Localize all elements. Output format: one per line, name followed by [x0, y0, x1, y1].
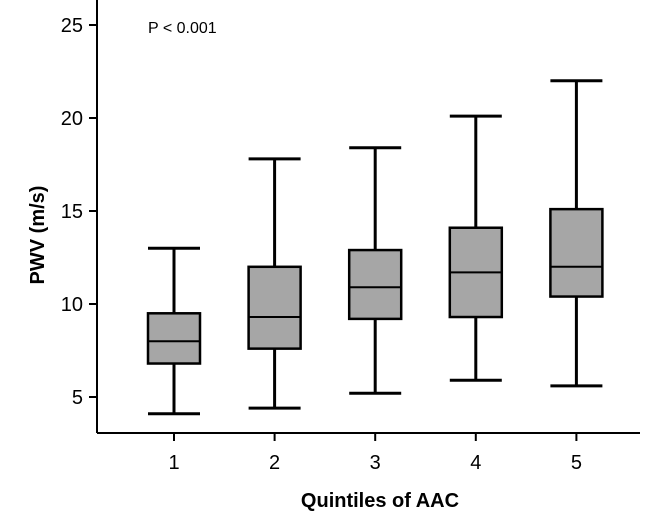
iqr-box	[146, 312, 202, 365]
x-tick-label: 1	[168, 452, 179, 474]
x-axis-title: Quintiles of AAC	[301, 490, 459, 512]
box-group-2	[247, 157, 302, 410]
y-tick-label: 15	[61, 201, 83, 223]
iqr-box	[247, 265, 302, 350]
iqr-box	[347, 248, 403, 321]
box-group-4	[448, 114, 504, 382]
box-group-5	[549, 79, 604, 388]
y-tick-label: 10	[61, 294, 83, 316]
iqr-box	[549, 207, 604, 298]
x-tick-label: 2	[269, 452, 280, 474]
box-group-1	[146, 246, 202, 416]
x-tick-label: 4	[470, 452, 481, 474]
y-tick-label: 25	[61, 15, 83, 37]
box-series	[146, 79, 604, 416]
p-value-annotation: P < 0.001	[148, 20, 217, 37]
box-group-3	[347, 146, 403, 395]
x-tick-label: 3	[370, 452, 381, 474]
x-tick-label: 5	[571, 452, 582, 474]
y-tick-label: 20	[61, 108, 83, 130]
y-axis-title: PWV (m/s)	[27, 186, 49, 285]
y-tick-label: 5	[72, 387, 83, 409]
axes: 5 10 15 20 25 1 2 3 4 5	[61, 0, 640, 474]
